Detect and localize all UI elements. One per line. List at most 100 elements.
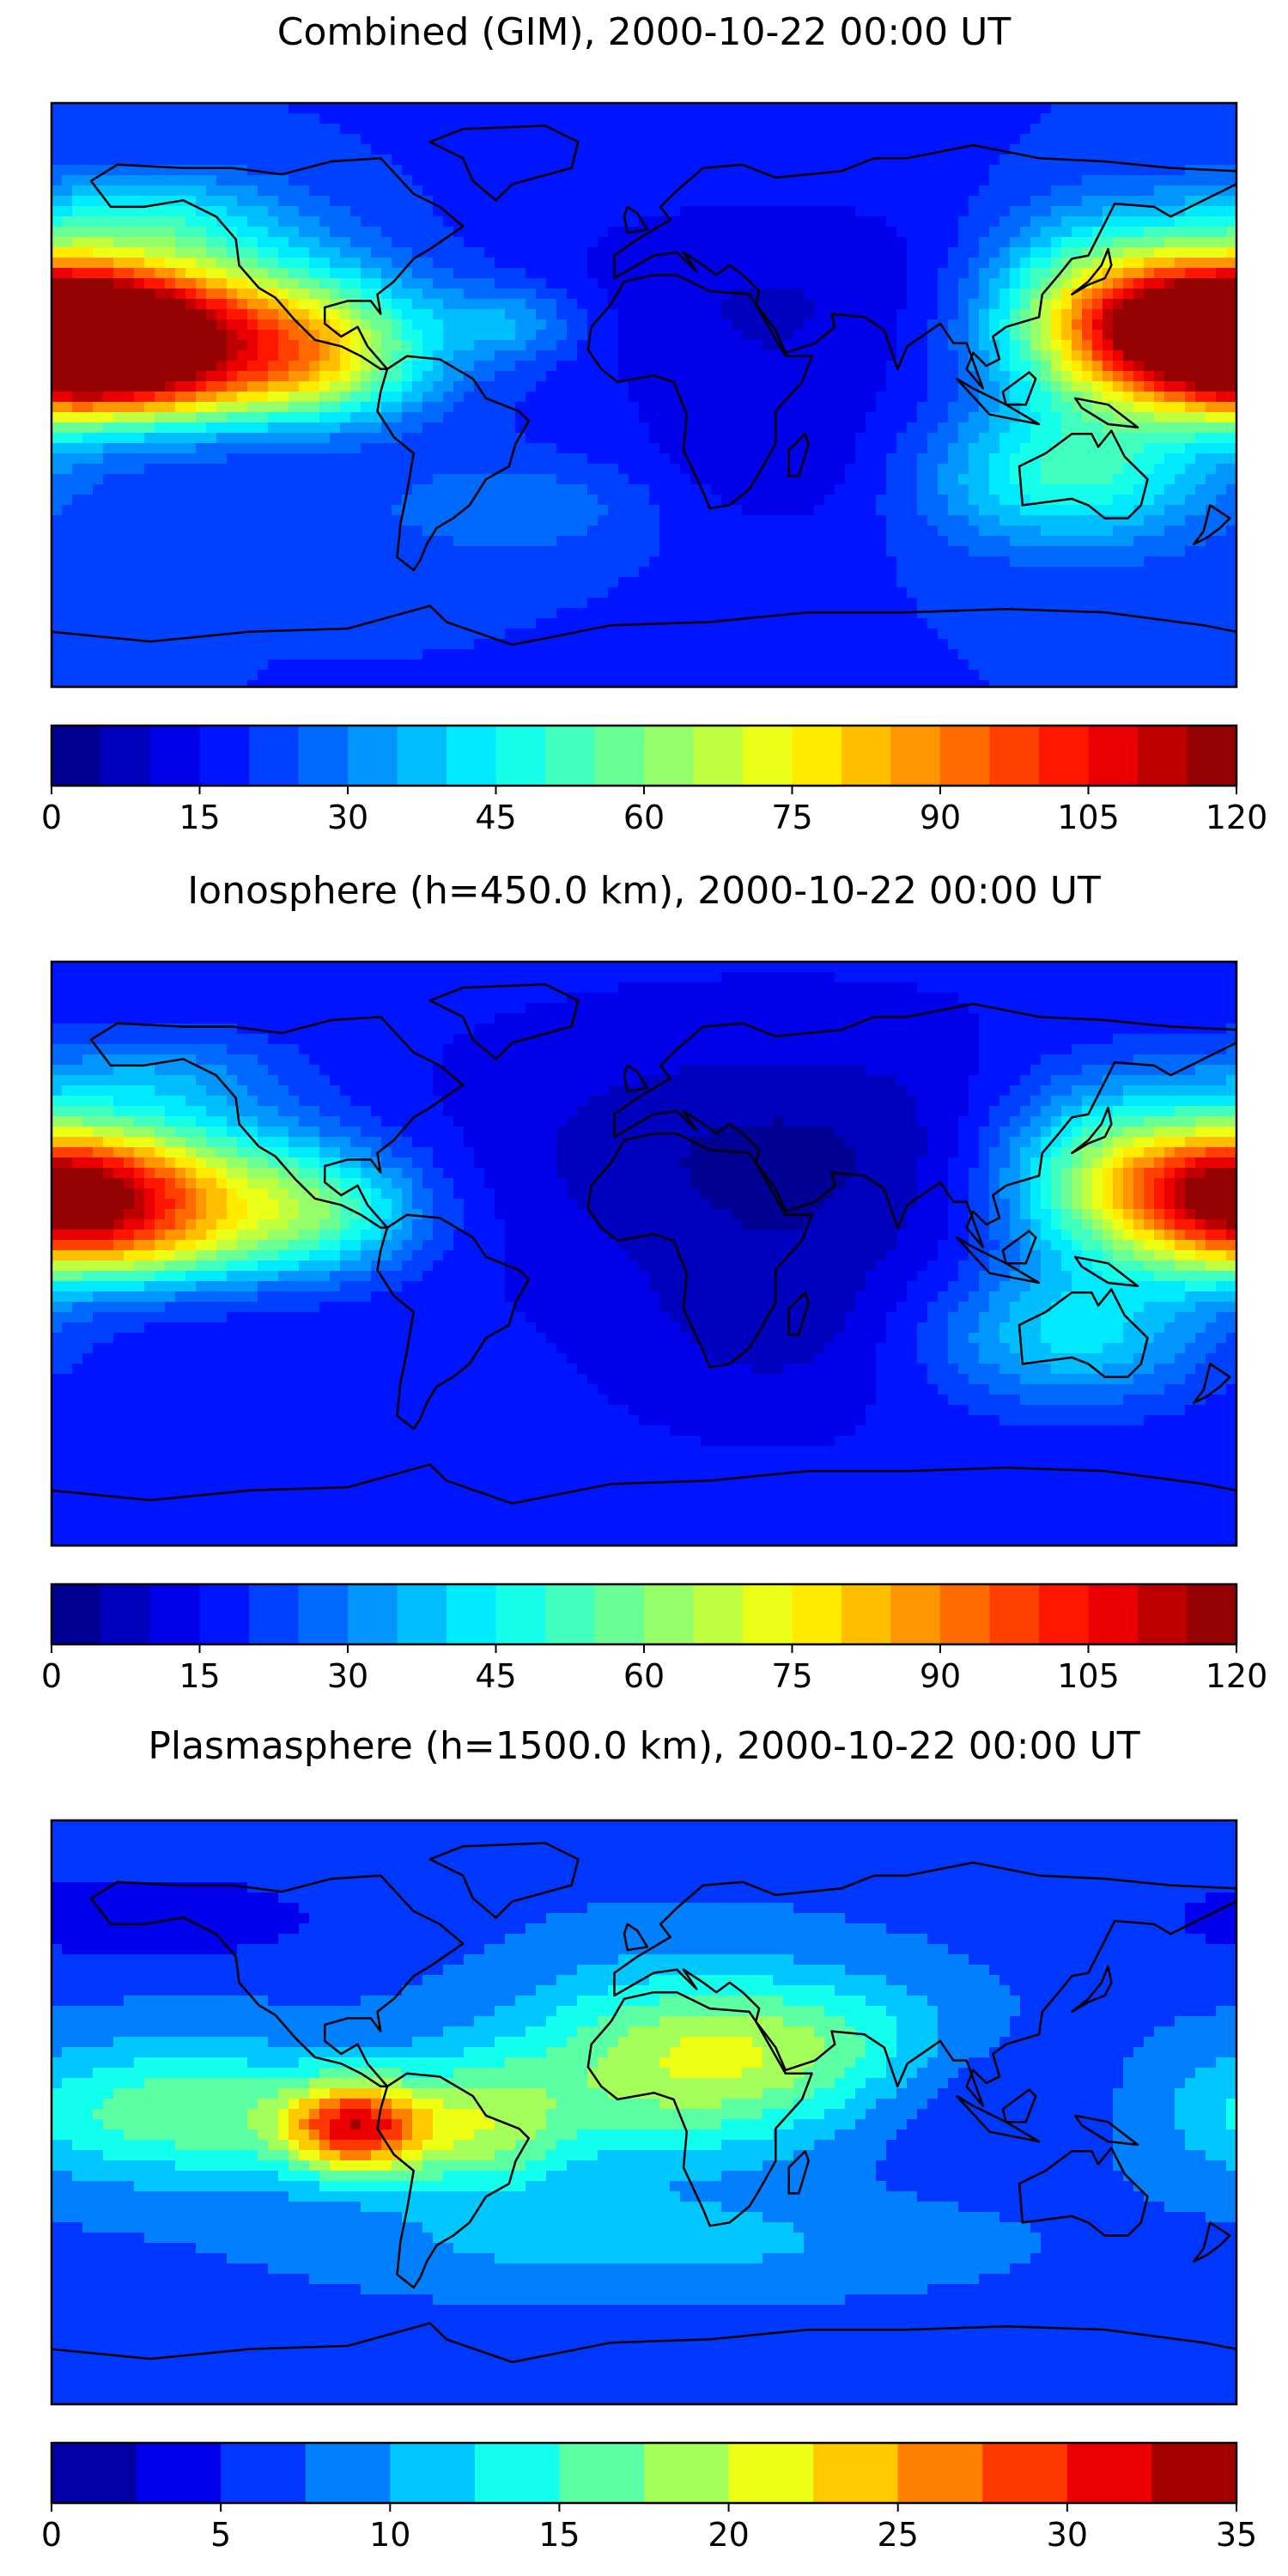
field-cell xyxy=(999,196,1011,207)
field-cell xyxy=(762,289,774,300)
field-cell xyxy=(680,484,691,495)
field-cell xyxy=(1051,515,1062,526)
field-cell xyxy=(412,278,423,289)
field-cell xyxy=(1103,474,1114,485)
field-cell xyxy=(577,216,588,228)
field-cell xyxy=(505,258,516,269)
field-cell xyxy=(855,268,866,279)
field-cell xyxy=(299,113,310,125)
field-cell xyxy=(1092,330,1103,341)
field-cell xyxy=(1195,237,1206,248)
field-cell xyxy=(103,381,114,392)
field-cell xyxy=(443,453,454,465)
field-cell xyxy=(948,474,959,485)
field-cell xyxy=(165,505,176,516)
field-cell xyxy=(1144,103,1155,114)
field-cell xyxy=(1175,371,1186,382)
field-cell xyxy=(1216,309,1227,320)
field-cell xyxy=(443,247,454,258)
field-cell xyxy=(72,309,83,320)
field-cell xyxy=(340,546,351,557)
field-cell xyxy=(742,402,753,413)
field-cell xyxy=(196,443,207,454)
field-cell xyxy=(587,155,598,166)
field-cell xyxy=(855,443,866,454)
field-cell xyxy=(958,155,969,166)
field-cell xyxy=(1154,350,1165,361)
field-cell xyxy=(1206,350,1217,361)
field-cell xyxy=(783,144,794,155)
field-cell xyxy=(1175,340,1186,351)
field-cell xyxy=(453,453,465,465)
field-cell xyxy=(907,175,918,186)
field-cell xyxy=(1216,464,1227,475)
field-cell xyxy=(443,103,454,114)
field-cell xyxy=(422,340,434,351)
field-cell xyxy=(299,474,310,485)
field-cell xyxy=(1175,196,1186,207)
field-cell xyxy=(896,330,908,341)
field-cell xyxy=(165,227,176,238)
field-cell xyxy=(392,474,403,485)
field-cell xyxy=(402,319,413,331)
field-cell xyxy=(155,464,166,475)
field-cell xyxy=(598,433,609,444)
field-cell xyxy=(484,371,495,382)
field-cell xyxy=(577,278,588,289)
field-cell xyxy=(515,371,526,382)
field-cell xyxy=(711,247,722,258)
field-cell xyxy=(969,474,980,485)
field-cell xyxy=(1154,144,1165,155)
field-cell xyxy=(1092,227,1103,238)
field-cell xyxy=(371,495,382,506)
field-cell xyxy=(876,515,887,526)
field-cell xyxy=(732,422,743,434)
field-cell xyxy=(958,103,969,114)
field-cell xyxy=(392,422,403,434)
field-cell xyxy=(124,185,135,197)
field-cell xyxy=(979,484,990,495)
field-cell xyxy=(206,484,217,495)
field-cell xyxy=(175,289,186,300)
field-cell xyxy=(134,443,145,454)
field-cell xyxy=(1041,412,1052,423)
field-cell xyxy=(175,216,186,228)
field-cell xyxy=(361,289,372,300)
field-cell xyxy=(412,381,423,392)
field-cell xyxy=(247,474,258,485)
field-cell xyxy=(1206,330,1217,341)
field-cell xyxy=(515,299,526,310)
field-cell xyxy=(958,175,969,186)
field-cell xyxy=(515,340,526,351)
field-cell xyxy=(1133,474,1145,485)
field-cell xyxy=(732,227,743,238)
field-cell xyxy=(701,227,712,238)
field-cell xyxy=(1103,371,1114,382)
field-cell xyxy=(979,464,990,475)
field-cell xyxy=(711,113,722,125)
field-cell xyxy=(206,175,217,186)
field-cell xyxy=(711,237,722,248)
field-cell xyxy=(979,268,990,279)
field-cell xyxy=(721,299,732,310)
field-cell xyxy=(464,422,475,434)
field-cell xyxy=(907,515,918,526)
field-cell xyxy=(247,402,258,413)
field-cell xyxy=(247,175,258,186)
field-cell xyxy=(1030,515,1042,526)
field-cell xyxy=(52,237,63,248)
field-cell xyxy=(1020,505,1031,516)
field-cell xyxy=(1123,340,1134,351)
field-cell xyxy=(1206,361,1217,372)
field-cell xyxy=(1164,505,1176,516)
field-cell xyxy=(1144,443,1155,454)
field-cell xyxy=(773,319,784,331)
field-cell xyxy=(340,433,351,444)
field-cell xyxy=(1030,433,1042,444)
field-cell xyxy=(1103,144,1114,155)
field-cell xyxy=(1226,536,1236,547)
field-cell xyxy=(268,175,279,186)
field-cell xyxy=(690,484,702,495)
field-cell xyxy=(155,546,166,557)
field-cell xyxy=(227,402,238,413)
